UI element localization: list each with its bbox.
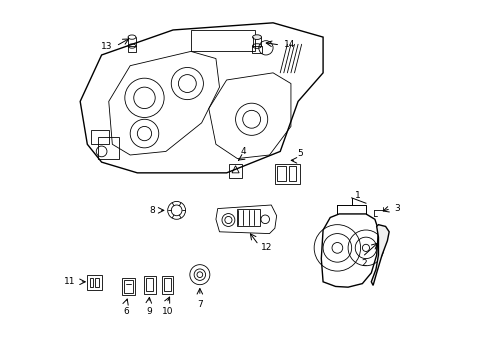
Text: 1: 1 <box>354 190 360 199</box>
Polygon shape <box>370 225 388 285</box>
Text: 3: 3 <box>393 204 399 213</box>
Text: 12: 12 <box>260 243 271 252</box>
Bar <box>122 278 135 296</box>
Bar <box>98 137 119 158</box>
Bar <box>95 278 99 287</box>
Bar <box>124 280 132 293</box>
Bar <box>288 166 296 181</box>
Text: 4: 4 <box>241 147 246 156</box>
Bar <box>252 46 261 53</box>
Text: 9: 9 <box>145 307 151 316</box>
Bar <box>144 276 155 294</box>
Text: 6: 6 <box>123 307 128 316</box>
Bar <box>90 278 93 287</box>
Text: 7: 7 <box>197 300 203 309</box>
Bar <box>274 164 299 184</box>
Bar <box>229 164 242 178</box>
Text: 2: 2 <box>361 259 366 268</box>
Bar <box>277 166 285 181</box>
Bar <box>236 209 259 226</box>
Text: 5: 5 <box>297 149 303 158</box>
Bar <box>190 30 255 51</box>
Text: 13: 13 <box>101 41 112 50</box>
Text: 8: 8 <box>149 206 155 215</box>
Text: 14: 14 <box>283 40 295 49</box>
Bar <box>162 276 173 294</box>
Bar <box>146 278 153 291</box>
Bar <box>164 278 171 291</box>
Bar <box>87 275 102 290</box>
Bar <box>127 46 136 53</box>
Bar <box>91 130 108 144</box>
Text: 11: 11 <box>64 277 76 286</box>
Text: 10: 10 <box>162 307 173 316</box>
Ellipse shape <box>252 35 261 40</box>
